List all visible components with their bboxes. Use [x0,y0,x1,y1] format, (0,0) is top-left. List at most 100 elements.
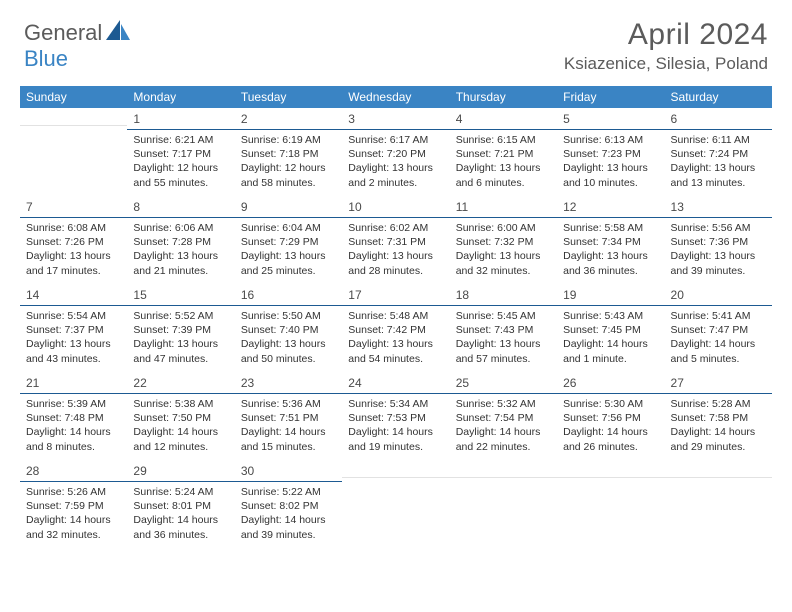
sunset-line: Sunset: 7:24 PM [671,148,749,160]
calendar-day-cell: 8Sunrise: 6:06 AMSunset: 7:28 PMDaylight… [127,196,234,284]
calendar-week-row: 14 Sunrise: 5:54 AM Sunset: 7:37 PM Dayligh… [20,284,772,372]
daylight-line: Daylight: 13 hours and 2 minutes. [348,162,433,188]
day-number-row: 23 [235,372,342,394]
day-number-row: 15 [127,284,234,306]
calendar-body: 1Sunrise: 6:21 AMSunset: 7:17 PMDaylight… [20,108,772,548]
day-details: Sunrise: 5:52 AMSunset: 7:39 PMDaylight:… [127,306,234,370]
empty-day-row [557,460,664,478]
sunset-line: Sunset: 7:31 PM [348,236,426,248]
sunrise-line: Sunrise: 6:11 AM [671,134,750,146]
day-details: Sunrise: 5:30 AMSunset: 7:56 PMDaylight:… [557,394,664,458]
sunrise-line: Sunrise: 5:39 AM [26,398,106,410]
day-number-row: 4 [450,108,557,130]
sunset-line: Sunset: 7:48 PM [26,412,104,424]
sunrise-line: Sunrise: 5:22 AM [241,486,321,498]
day-details: Sunrise: 5:45 AMSunset: 7:43 PMDaylight:… [450,306,557,370]
day-number-row: 29 [127,460,234,482]
day-number-row: 14 [20,284,127,306]
daylight-line: Daylight: 13 hours and 50 minutes. [241,338,326,364]
daylight-line: Daylight: 14 hours and 22 minutes. [456,426,541,452]
day-details: Sunrise: 5:28 AMSunset: 7:58 PMDaylight:… [665,394,772,458]
daylight-line: Daylight: 14 hours and 5 minutes. [671,338,756,364]
calendar-day-cell [450,460,557,548]
day-number: 19 [563,288,576,302]
calendar-day-cell: 24Sunrise: 5:34 AMSunset: 7:53 PMDayligh… [342,372,449,460]
weekday-header: Saturday [665,86,772,108]
sunset-line: Sunset: 7:17 PM [133,148,211,160]
day-number: 21 [26,376,39,390]
sunrise-line: Sunrise: 5:34 AM [348,398,428,410]
calendar-day-cell: 5Sunrise: 6:13 AMSunset: 7:23 PMDaylight… [557,108,664,196]
calendar-day-cell: 19Sunrise: 5:43 AMSunset: 7:45 PMDayligh… [557,284,664,372]
calendar-day-cell: 30Sunrise: 5:22 AMSunset: 8:02 PMDayligh… [235,460,342,548]
calendar-day-cell: 18Sunrise: 5:45 AMSunset: 7:43 PMDayligh… [450,284,557,372]
daylight-line: Daylight: 14 hours and 12 minutes. [133,426,218,452]
daylight-line: Daylight: 13 hours and 36 minutes. [563,250,648,276]
calendar-day-cell: 16 Sunrise: 5:50 AMSunset: 7:40 PMDayligh… [235,284,342,372]
sunset-line: Sunset: 7:32 PM [456,236,534,248]
day-number: 18 [456,288,469,302]
sunrise-line: Sunrise: 5:45 AM [456,310,536,322]
sunrise-line: Sunrise: 5:41 AM [671,310,751,322]
calendar-day-cell: 2Sunrise: 6:19 AMSunset: 7:18 PMDaylight… [235,108,342,196]
day-number: 30 [241,464,254,478]
location-label: Ksiazenice, Silesia, Poland [564,54,768,74]
sunrise-line: Sunrise: 5:32 AM [456,398,536,410]
sunrise-line: Sunrise: 5:30 AM [563,398,643,410]
sunrise-line: Sunrise: 5:50 AM [241,310,321,322]
sunset-line: Sunset: 7:34 PM [563,236,641,248]
logo-sail-icon [106,20,132,47]
sunrise-line: Sunrise: 6:17 AM [348,134,428,146]
day-details: Sunrise: 5:26 AMSunset: 7:59 PMDaylight:… [20,482,127,546]
calendar-day-cell: 28Sunrise: 5:26 AMSunset: 7:59 PMDayligh… [20,460,127,548]
day-number-row: 11 [450,196,557,218]
sunset-line: Sunset: 7:39 PM [133,324,211,336]
daylight-line: Daylight: 13 hours and 47 minutes. [133,338,218,364]
sunrise-line: Sunrise: 5:54 AM [26,310,106,322]
day-number-row: 1 [127,108,234,130]
daylight-line: Daylight: 12 hours and 58 minutes. [241,162,326,188]
daylight-line: Daylight: 14 hours and 36 minutes. [133,514,218,540]
daylight-line: Daylight: 14 hours and 39 minutes. [241,514,326,540]
empty-day-row [20,108,127,126]
sunset-line: Sunset: 7:37 PM [26,324,104,336]
sunrise-line: Sunrise: 5:56 AM [671,222,751,234]
weekday-header: Wednesday [342,86,449,108]
day-number: 16 [241,288,254,302]
day-number: 4 [456,112,463,126]
day-number: 14 [26,288,39,302]
weekday-header: Friday [557,86,664,108]
sunrise-line: Sunrise: 6:00 AM [456,222,536,234]
logo-sub: Blue [24,46,68,72]
daylight-line: Daylight: 14 hours and 15 minutes. [241,426,326,452]
day-number-row: 24 [342,372,449,394]
day-number-row: 16 [235,284,342,306]
sunset-line: Sunset: 7:29 PM [241,236,319,248]
calendar-day-cell [557,460,664,548]
sunrise-line: Sunrise: 6:19 AM [241,134,321,146]
sunset-line: Sunset: 7:43 PM [456,324,534,336]
day-number-row: 13 [665,196,772,218]
day-number: 11 [456,200,468,214]
day-number-row: 30 [235,460,342,482]
sunrise-line: Sunrise: 6:15 AM [456,134,536,146]
day-number-row: 3 [342,108,449,130]
calendar-day-cell: 3Sunrise: 6:17 AMSunset: 7:20 PMDaylight… [342,108,449,196]
calendar-day-cell: 22Sunrise: 5:38 AMSunset: 7:50 PMDayligh… [127,372,234,460]
day-number-row: 21 [20,372,127,394]
day-number: 7 [26,200,33,214]
calendar-day-cell: 10Sunrise: 6:02 AMSunset: 7:31 PMDayligh… [342,196,449,284]
sunset-line: Sunset: 7:36 PM [671,236,749,248]
day-details: Sunrise: 5:36 AMSunset: 7:51 PMDaylight:… [235,394,342,458]
day-details: Sunrise: 5:50 AMSunset: 7:40 PMDaylight:… [235,306,342,370]
daylight-line: Daylight: 13 hours and 28 minutes. [348,250,433,276]
day-number-row: 25 [450,372,557,394]
day-details: Sunrise: 6:06 AMSunset: 7:28 PMDaylight:… [127,218,234,282]
day-number-row: 28 [20,460,127,482]
day-number: 5 [563,112,570,126]
calendar-day-cell: 17Sunrise: 5:48 AMSunset: 7:42 PMDayligh… [342,284,449,372]
daylight-line: Daylight: 14 hours and 8 minutes. [26,426,111,452]
day-number: 12 [563,200,576,214]
day-number: 25 [456,376,469,390]
month-title: April 2024 [564,18,768,52]
